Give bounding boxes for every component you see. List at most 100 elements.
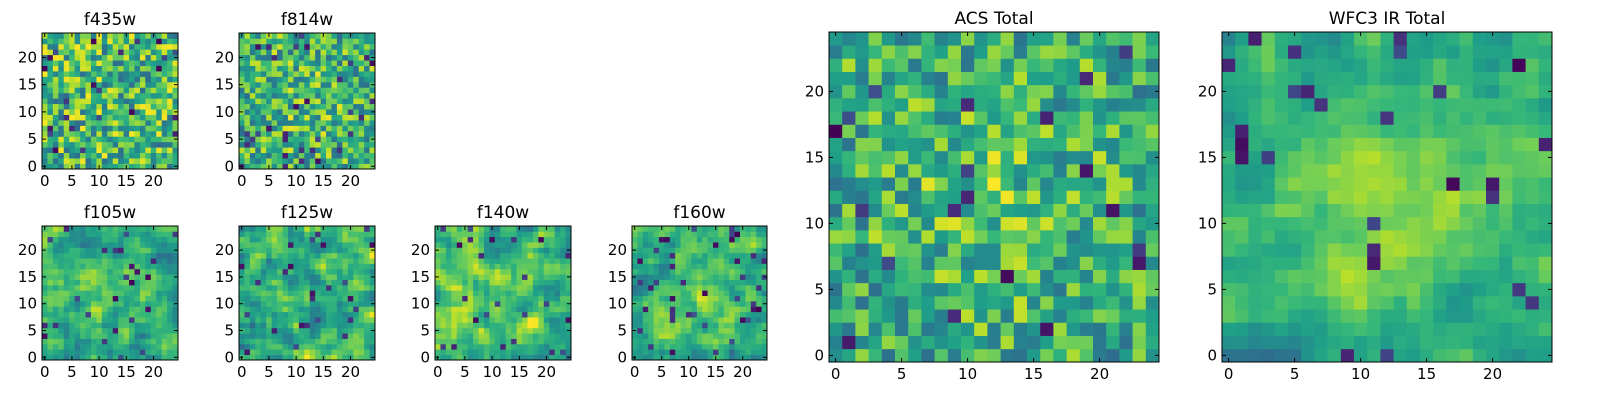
heatmap-cell: [309, 163, 316, 170]
heatmap-cell: [1446, 348, 1460, 363]
y-tick-label: 0: [420, 348, 430, 366]
heatmap-cell: [489, 301, 496, 307]
heatmap-cell: [1301, 348, 1315, 363]
heatmap-cell: [1433, 216, 1447, 231]
heatmap-cell: [58, 343, 65, 350]
heatmap-cell: [659, 258, 665, 264]
heatmap-cell: [761, 226, 768, 232]
heatmap-cell: [1525, 335, 1540, 350]
heatmap-cell: [336, 231, 343, 238]
heatmap-cell: [473, 236, 479, 243]
heatmap-cell: [298, 76, 305, 83]
heatmap-cell: [1013, 111, 1028, 125]
heatmap-cell: [260, 263, 267, 270]
heatmap-cell: [1472, 282, 1487, 297]
heatmap-cell: [1538, 177, 1553, 191]
heatmap-cell: [729, 226, 735, 232]
heatmap-cell: [266, 274, 272, 280]
heatmap-cell: [734, 247, 741, 254]
heatmap-cell: [96, 242, 103, 248]
heatmap-cell: [315, 81, 321, 88]
heatmap-cell: [58, 60, 65, 66]
heatmap-cell: [52, 65, 59, 72]
heatmap-cell: [358, 54, 365, 61]
heatmap-cell: [320, 38, 327, 45]
heatmap-cell: [516, 231, 523, 238]
heatmap-cell: [522, 258, 528, 264]
heatmap-cell: [653, 311, 660, 318]
heatmap-cell: [1106, 296, 1120, 310]
heatmap-cell: [63, 141, 70, 148]
heatmap-cell: [309, 333, 316, 339]
heatmap-cell: [249, 274, 256, 280]
heatmap-cell: [244, 317, 251, 323]
heatmap-cell: [69, 49, 75, 56]
heatmap-cell: [342, 158, 349, 164]
heatmap-cell: [282, 306, 289, 313]
heatmap-cell: [80, 343, 86, 350]
heatmap-cell: [298, 354, 305, 361]
heatmap-cell: [336, 120, 343, 126]
heatmap-cell: [483, 279, 490, 286]
y-tick-label: 5: [617, 322, 627, 340]
heatmap-cell: [298, 158, 305, 164]
heatmap-cell: [908, 203, 922, 218]
heatmap-cell: [560, 317, 566, 323]
heatmap-cell: [107, 236, 114, 243]
heatmap-cell: [750, 333, 757, 339]
heatmap-cell: [707, 301, 714, 307]
heatmap-cell: [1066, 111, 1081, 125]
heatmap-cell: [1027, 71, 1041, 86]
heatmap-cell: [934, 111, 949, 125]
heatmap-cell: [1093, 164, 1107, 178]
heatmap-cell: [756, 327, 762, 334]
heatmap-cell: [342, 152, 349, 159]
heatmap-cell: [1235, 282, 1249, 297]
heatmap-cell: [96, 71, 103, 77]
heatmap-cell: [101, 71, 108, 77]
heatmap-cell: [1459, 256, 1474, 270]
heatmap-cell: [249, 354, 256, 361]
heatmap-cell: [1499, 296, 1513, 310]
heatmap-cell: [96, 290, 103, 297]
heatmap-cell: [277, 322, 283, 329]
heatmap-cell: [734, 295, 741, 302]
y-tick-label: 20: [18, 48, 37, 66]
heatmap-cell: [336, 109, 343, 115]
heatmap-cell: [150, 38, 157, 45]
heatmap-cell: [358, 322, 365, 329]
heatmap-cell: [473, 338, 479, 345]
heatmap-cell: [145, 258, 152, 264]
heatmap-cell: [161, 103, 168, 110]
heatmap-cell: [326, 43, 332, 50]
heatmap-cell: [139, 284, 146, 291]
heatmap-cell: [271, 252, 278, 259]
heatmap-cell: [282, 54, 289, 61]
heatmap-cell: [1027, 348, 1041, 363]
heatmap-cell: [112, 81, 119, 88]
heatmap-cell: [675, 231, 681, 238]
heatmap-cell: [489, 236, 496, 243]
heatmap-cell: [304, 311, 311, 318]
heatmap-cell: [266, 98, 272, 105]
heatmap-cell: [456, 311, 463, 318]
heatmap-cell: [1053, 32, 1067, 46]
heatmap-cell: [527, 284, 534, 291]
heatmap-cell: [255, 147, 262, 154]
heatmap-cell: [1079, 203, 1094, 218]
heatmap-cell: [287, 54, 294, 61]
heatmap-cell: [90, 120, 97, 126]
heatmap-cell: [987, 177, 1001, 191]
heatmap-cell: [1393, 190, 1408, 204]
heatmap-cell: [69, 87, 75, 94]
heatmap-cell: [527, 290, 534, 297]
heatmap-cell: [462, 349, 468, 355]
heatmap-cell: [58, 65, 65, 72]
heatmap-cell: [478, 268, 485, 275]
heatmap-cell: [145, 136, 152, 143]
heatmap-cell: [326, 284, 332, 291]
heatmap-cell: [90, 60, 97, 66]
heatmap-cell: [69, 284, 75, 291]
heatmap-cell: [101, 231, 108, 238]
